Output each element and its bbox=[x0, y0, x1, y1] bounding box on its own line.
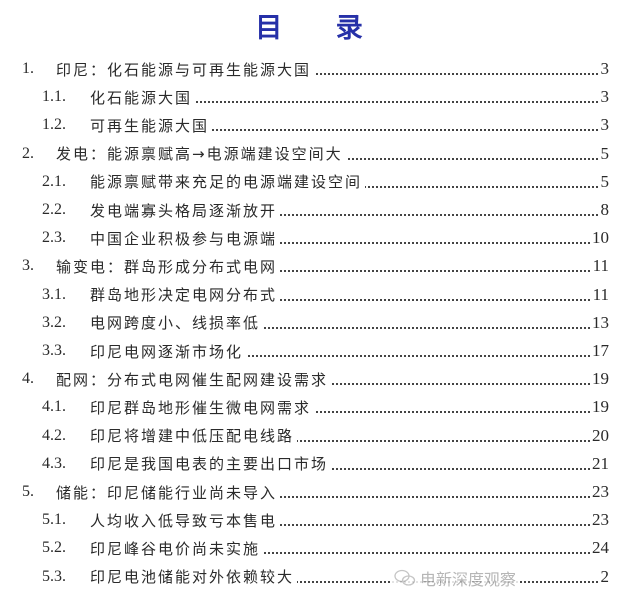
entry-label: 化石能源大国 bbox=[90, 86, 196, 108]
entry-page: 21 bbox=[590, 453, 609, 474]
toc-entry[interactable]: 2.1. 能源禀赋带来充足的电源端建设空间 5 bbox=[0, 169, 640, 195]
entry-page: 13 bbox=[590, 312, 609, 333]
leader-dots bbox=[60, 494, 606, 498]
toc-entry[interactable]: 5.2. 印尼峰谷电价尚未实施 24 bbox=[0, 535, 640, 561]
entry-page: 19 bbox=[590, 397, 609, 418]
entry-label: 中国企业积极参与电源端 bbox=[90, 227, 281, 249]
leader-dots bbox=[95, 240, 606, 245]
entry-number: 5.1. bbox=[42, 511, 66, 529]
entry-page: 11 bbox=[590, 256, 609, 277]
toc-entry[interactable]: 5.1. 人均收入低导致亏本售电 23 bbox=[0, 507, 640, 533]
entry-page: 19 bbox=[590, 369, 609, 390]
entry-number: 3.3. bbox=[42, 342, 66, 359]
entry-number: 3.1. bbox=[42, 285, 66, 303]
toc-title: 目 录 bbox=[255, 13, 385, 44]
leader-dots bbox=[95, 212, 606, 216]
entry-label: 发电：能源禀赋高→电源端建设空间大 bbox=[56, 143, 346, 165]
entry-page: 5 bbox=[598, 143, 609, 164]
entry-label: 发电端寡头格局逐渐放开 bbox=[90, 199, 281, 221]
entry-number: 2.2. bbox=[42, 201, 66, 218]
leader-dots bbox=[95, 127, 606, 132]
leader-dots bbox=[95, 466, 606, 470]
entry-page: 5 bbox=[598, 171, 609, 192]
toc-entry[interactable]: 1.2. 可再生能源大国 3 bbox=[0, 112, 640, 138]
entry-label: 印尼电池储能对外依赖较大 bbox=[90, 566, 298, 588]
leader-dots bbox=[95, 579, 606, 583]
toc-entry[interactable]: 3.3. 印尼电网逐渐市场化 17 bbox=[0, 338, 640, 364]
entry-page: 17 bbox=[590, 341, 609, 361]
toc-entry[interactable]: 2. 发电：能源禀赋高→电源端建设空间大 5 bbox=[0, 141, 640, 167]
entry-number: 2. bbox=[22, 144, 34, 162]
entry-number: 2.1. bbox=[42, 172, 66, 190]
entry-number: 4.1. bbox=[42, 398, 66, 416]
entry-page: 11 bbox=[590, 284, 609, 305]
entry-number: 3. bbox=[22, 257, 34, 275]
leader-dots bbox=[95, 325, 606, 329]
leader-dots bbox=[95, 297, 606, 301]
entry-page: 20 bbox=[590, 425, 609, 446]
entry-page: 8 bbox=[598, 200, 609, 220]
entry-label: 印尼群岛地形催生微电网需求 bbox=[90, 396, 315, 418]
leader-dots bbox=[95, 550, 606, 555]
wechat-icon bbox=[394, 569, 416, 586]
leader-dots bbox=[95, 522, 606, 527]
entry-number: 5.2. bbox=[42, 539, 66, 557]
toc-entry[interactable]: 4.3. 印尼是我国电表的主要出口市场 21 bbox=[0, 451, 640, 477]
toc-entry[interactable]: 1. 印尼：化石能源与可再生能源大国 3 bbox=[0, 56, 640, 82]
entry-page: 24 bbox=[590, 538, 609, 559]
entry-page: 23 bbox=[590, 510, 609, 531]
entry-number: 5.3. bbox=[42, 567, 66, 585]
toc-entry[interactable]: 2.3. 中国企业积极参与电源端 10 bbox=[0, 225, 640, 251]
leader-dots bbox=[60, 381, 606, 386]
entry-page: 2 bbox=[598, 566, 609, 587]
entry-number: 1.2. bbox=[42, 116, 66, 134]
entry-label: 印尼是我国电表的主要出口市场 bbox=[90, 453, 332, 475]
toc-entry[interactable]: 4.1. 印尼群岛地形催生微电网需求 19 bbox=[0, 394, 640, 420]
entry-number: 4.3. bbox=[42, 454, 66, 472]
entry-label: 人均收入低导致亏本售电 bbox=[90, 509, 281, 531]
entry-label: 印尼峰谷电价尚未实施 bbox=[90, 537, 264, 559]
entry-label: 印尼将增建中低压配电线路 bbox=[90, 425, 298, 447]
entry-label: 群岛地形决定电网分布式 bbox=[90, 284, 281, 306]
toc-entry[interactable]: 3.2. 电网跨度小、线损率低 13 bbox=[0, 310, 640, 336]
entry-number: 4.2. bbox=[42, 426, 66, 444]
entry-label: 可再生能源大国 bbox=[90, 114, 213, 136]
entry-number: 4. bbox=[22, 370, 34, 388]
entry-number: 2.3. bbox=[42, 229, 66, 247]
toc-entry[interactable]: 1.1. 化石能源大国 3 bbox=[0, 84, 640, 110]
watermark: 电新深度观察 bbox=[390, 566, 521, 590]
entry-label: 配网：分布式电网催生配网建设需求 bbox=[56, 368, 332, 390]
entry-label: 储能：印尼储能行业尚未导入 bbox=[56, 481, 281, 503]
leader-dots bbox=[60, 268, 606, 273]
entry-page: 3 bbox=[598, 87, 609, 108]
leader-dots bbox=[95, 438, 606, 442]
entry-page: 10 bbox=[590, 228, 609, 249]
entry-page: 23 bbox=[590, 482, 609, 502]
entry-label: 印尼：化石能源与可再生能源大国 bbox=[56, 58, 315, 80]
toc-entry[interactable]: 5. 储能：印尼储能行业尚未导入 23 bbox=[0, 479, 640, 505]
entry-number: 1.1. bbox=[42, 88, 66, 106]
entry-label: 输变电：群岛形成分布式电网 bbox=[56, 255, 281, 277]
entry-page: 3 bbox=[598, 59, 609, 79]
toc-entry[interactable]: 3.1. 群岛地形决定电网分布式 11 bbox=[0, 282, 640, 308]
toc-entry[interactable]: 2.2. 发电端寡头格局逐渐放开 8 bbox=[0, 197, 640, 223]
toc-entry[interactable]: 4.2. 印尼将增建中低压配电线路 20 bbox=[0, 423, 640, 449]
toc-entry[interactable]: 3. 输变电：群岛形成分布式电网 11 bbox=[0, 253, 640, 279]
toc-entry[interactable]: 4. 配网：分布式电网催生配网建设需求 19 bbox=[0, 366, 640, 392]
watermark-text: 电新深度观察 bbox=[420, 570, 517, 589]
entry-number: 1. bbox=[22, 60, 34, 77]
entry-label: 印尼电网逐渐市场化 bbox=[90, 340, 247, 362]
entry-page: 3 bbox=[598, 115, 609, 136]
entry-number: 3.2. bbox=[42, 313, 66, 331]
entry-label: 能源禀赋带来充足的电源端建设空间 bbox=[90, 171, 366, 193]
entry-label: 电网跨度小、线损率低 bbox=[90, 312, 264, 334]
leader-dots bbox=[60, 71, 606, 75]
entry-number: 5. bbox=[22, 483, 34, 500]
toc-entry[interactable]: 5.3. 印尼电池储能对外依赖较大 2 bbox=[0, 564, 640, 590]
leader-dots bbox=[95, 409, 606, 414]
leader-dots bbox=[95, 353, 606, 357]
leader-dots bbox=[95, 99, 606, 104]
